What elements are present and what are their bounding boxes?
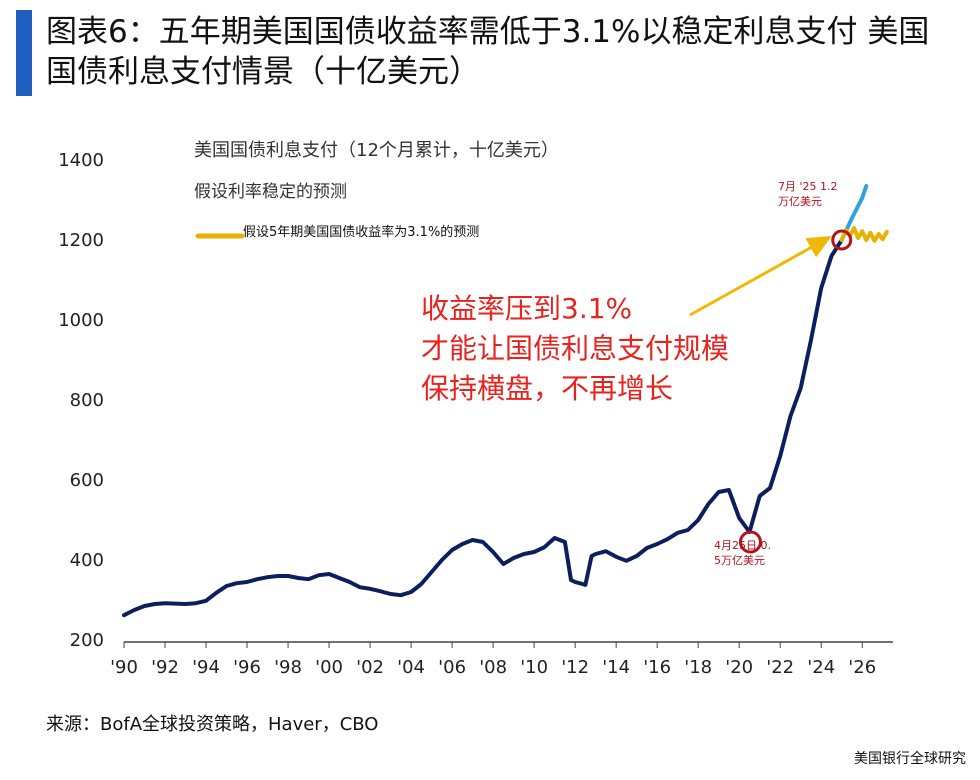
x-tick-label: '90 xyxy=(110,657,138,678)
callout-text: 保持横盘，不再增长 xyxy=(421,372,673,405)
y-tick-label: 800 xyxy=(70,390,104,411)
x-tick-label: '04 xyxy=(397,657,425,678)
x-tick-label: '16 xyxy=(643,657,671,678)
chart-subtitle: 美国国债利息支付（12个月累计，十亿美元） xyxy=(194,140,559,161)
x-tick-label: '22 xyxy=(766,657,794,678)
y-tick-label: 400 xyxy=(70,550,104,571)
x-tick-label: '20 xyxy=(725,657,753,678)
y-tick-label: 1400 xyxy=(58,150,104,171)
x-tick-label: '06 xyxy=(438,657,466,678)
annotation-apr-2020: 5万亿美元 xyxy=(714,554,765,567)
title-accent-bar xyxy=(16,10,32,96)
x-tick-label: '14 xyxy=(602,657,630,678)
series-line-main xyxy=(122,238,844,618)
callout-text: 才能让国债利息支付规模 xyxy=(421,332,729,365)
x-tick-label: '18 xyxy=(684,657,712,678)
x-tick-label: '00 xyxy=(315,657,343,678)
y-tick-label: 1200 xyxy=(58,230,104,251)
callout-arrow-head xyxy=(805,236,832,258)
x-tick-label: '02 xyxy=(356,657,384,678)
page-title: 图表6：五年期美国国债收益率需低于3.1%以稳定利息支付 美国国债利息支付情景（… xyxy=(46,14,930,90)
legend-label-yield: 假设5年期美国国债收益率为3.1%的预测 xyxy=(243,224,479,240)
x-tick-label: '94 xyxy=(192,657,220,678)
x-tick-label: '12 xyxy=(561,657,589,678)
callout-text: 收益率压到3.1% xyxy=(421,292,632,325)
annotation-jul-2025: 万亿美元 xyxy=(778,195,822,208)
x-tick-label: '26 xyxy=(848,657,876,678)
axis-layer: 200 400 600 800 1000 1200 1400 '90 '92 '94 '96 '98 '… xyxy=(58,150,893,678)
callout-arrow-shaft xyxy=(689,244,815,317)
annotation-apr-2020: 4月25日 0. xyxy=(714,539,771,552)
x-tick-label: '10 xyxy=(520,657,548,678)
overlay-layer: 美国国债利息支付（12个月累计，十亿美元） 假设利率稳定的预测假设5年期美国国债收… xyxy=(194,140,853,567)
source-note: 来源：BofA全球投资策略，Haver，CBO xyxy=(46,714,379,735)
annotation-jul-2025: 7月 '25 1.2 xyxy=(778,180,838,193)
brand-label: 美国银行全球研究 xyxy=(854,751,966,767)
y-tick-label: 600 xyxy=(70,470,104,491)
marker-jul-2025 xyxy=(831,229,853,251)
x-tick-label: '92 xyxy=(151,657,179,678)
marker-apr-2020 xyxy=(738,530,762,554)
chart-legend-stable-rate: 假设利率稳定的预测 xyxy=(194,182,347,202)
y-tick-label: 1000 xyxy=(58,310,104,331)
x-tick-label: '08 xyxy=(479,657,507,678)
x-tick-label: '24 xyxy=(807,657,835,678)
x-tick-label: '98 xyxy=(274,657,302,678)
x-tick-label: '96 xyxy=(233,657,261,678)
chart: 200 400 600 800 1000 1200 1400 '90 '92 '94 '96 '98 '… xyxy=(58,140,893,678)
y-tick-label: 200 xyxy=(70,630,104,651)
